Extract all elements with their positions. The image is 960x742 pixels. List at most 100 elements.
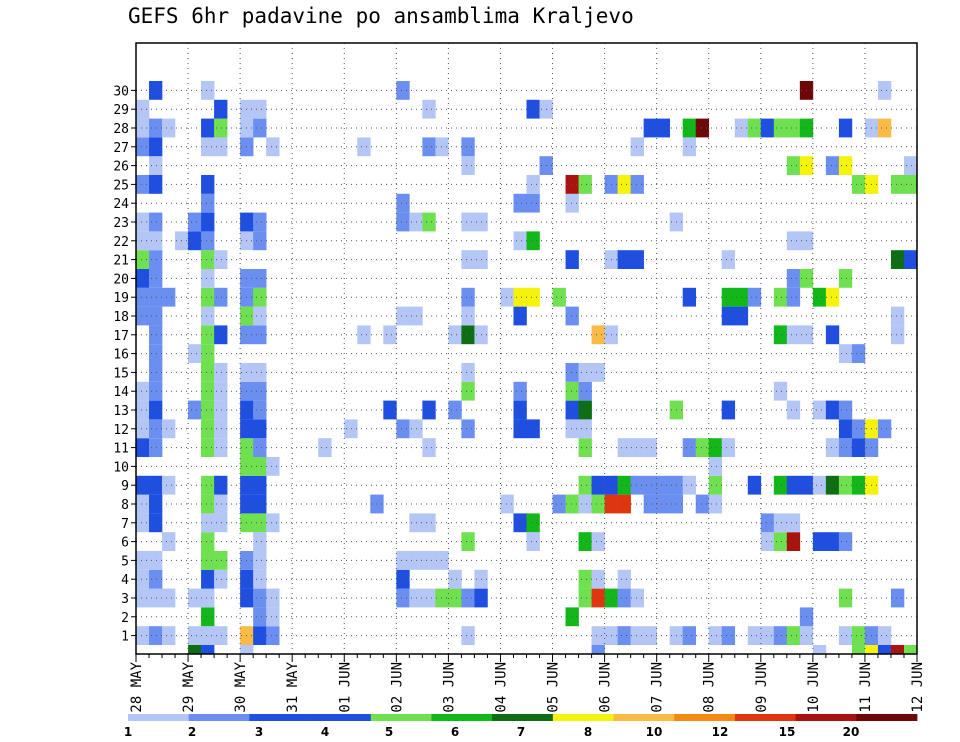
precip-cell <box>201 475 215 495</box>
precip-cell <box>136 306 150 326</box>
precip-cell <box>201 381 215 401</box>
precip-cell <box>253 457 267 476</box>
colorbar-swatch <box>128 714 190 721</box>
precip-cell <box>591 626 605 645</box>
precip-cell <box>890 306 905 326</box>
precip-cell <box>786 400 801 420</box>
y-tick-label: 4 <box>121 573 129 588</box>
cells-layer <box>136 81 918 654</box>
y-tick-label: 28 <box>113 122 129 137</box>
precip-cell <box>838 269 853 288</box>
colorbar-swatch <box>310 714 372 721</box>
precip-cell <box>214 513 228 533</box>
grid-layer <box>135 43 918 654</box>
precip-cell <box>214 287 228 307</box>
precip-cell <box>890 175 905 194</box>
precip-cell <box>253 438 267 457</box>
precip-cell <box>578 588 592 608</box>
precip-cell <box>773 513 788 533</box>
x-tick-label: 05 JUN <box>546 662 562 713</box>
precip-cell <box>149 588 163 608</box>
precip-cell <box>877 118 892 138</box>
precip-cell <box>526 231 540 251</box>
precip-cell <box>461 156 475 175</box>
precip-cell <box>149 175 163 194</box>
precip-cell <box>201 588 215 608</box>
precip-cell <box>578 400 592 420</box>
precip-cell <box>214 494 228 514</box>
precip-cell <box>461 588 475 608</box>
precip-cell <box>201 175 215 194</box>
precip-cell <box>201 400 215 420</box>
precip-cell <box>448 569 462 589</box>
precip-cell <box>617 475 631 495</box>
precip-cell <box>253 287 267 307</box>
colorbar-label: 12 <box>712 725 729 739</box>
precip-cell <box>188 645 202 654</box>
precip-cell <box>721 626 736 645</box>
precip-cell <box>396 588 410 608</box>
precip-cell <box>136 513 150 533</box>
precip-cell <box>565 193 579 213</box>
colorbar-swatch <box>734 714 797 721</box>
precip-cell <box>201 81 215 100</box>
precip-cell <box>149 494 163 514</box>
colorbar: 1 2 3 4 5 6 7 8 10 12 15 20 <box>124 714 918 739</box>
precip-cell <box>149 381 163 401</box>
precip-cell <box>617 626 631 645</box>
y-tick-label: 18 <box>113 310 129 325</box>
x-axis: 28 MAY 29 MAY 30 MAY 31 MAY 01 JUN 02 JUN 03 J… <box>129 654 926 713</box>
precip-cell <box>266 137 280 157</box>
precip-cell <box>682 475 697 495</box>
precip-cell <box>578 363 592 382</box>
y-tick-label: 11 <box>113 442 129 457</box>
precip-cell <box>786 626 801 645</box>
precip-cell <box>656 118 670 138</box>
precip-cell <box>500 287 514 307</box>
precip-cell <box>877 419 892 439</box>
precip-cell <box>357 137 371 157</box>
precip-cell <box>760 118 775 138</box>
precip-cell <box>149 250 163 269</box>
precip-cell <box>591 588 605 608</box>
precip-cell <box>591 569 605 589</box>
precip-cell <box>526 193 540 213</box>
precip-cell <box>396 212 410 232</box>
y-tick-label: 10 <box>113 460 129 475</box>
precip-cell <box>461 325 475 345</box>
precip-cell <box>591 645 605 654</box>
precip-cell <box>786 156 801 175</box>
precip-cell <box>747 626 762 645</box>
precip-cell <box>188 231 202 251</box>
precip-cell <box>240 645 254 654</box>
precip-cell <box>214 400 228 420</box>
colorbar-label: 2 <box>188 725 196 739</box>
precip-cell <box>838 475 853 495</box>
precip-cell <box>786 118 801 138</box>
precip-cell <box>149 363 163 382</box>
precip-cell <box>149 325 163 345</box>
precip-cell <box>838 419 853 439</box>
precip-cell <box>786 231 801 251</box>
precip-cell <box>578 569 592 589</box>
precip-cell <box>214 475 228 495</box>
precip-cell <box>461 306 475 326</box>
precip-cell <box>422 438 436 457</box>
precip-cell <box>721 250 736 269</box>
precip-cell <box>383 325 397 345</box>
y-tick-label: 24 <box>113 197 129 212</box>
precip-cell <box>201 325 215 345</box>
x-tick-label: 06 JUN <box>598 662 614 713</box>
precip-cell <box>162 588 176 608</box>
precip-cell <box>201 231 215 251</box>
precip-cell <box>201 645 215 654</box>
colorbar-swatch <box>431 714 493 721</box>
precip-cell <box>253 475 267 495</box>
precip-cell <box>422 212 436 232</box>
precip-cell <box>149 438 163 457</box>
precip-cell <box>721 400 736 420</box>
y-tick-label: 12 <box>113 423 129 438</box>
precip-cell <box>253 419 267 439</box>
precip-cell <box>773 475 788 495</box>
